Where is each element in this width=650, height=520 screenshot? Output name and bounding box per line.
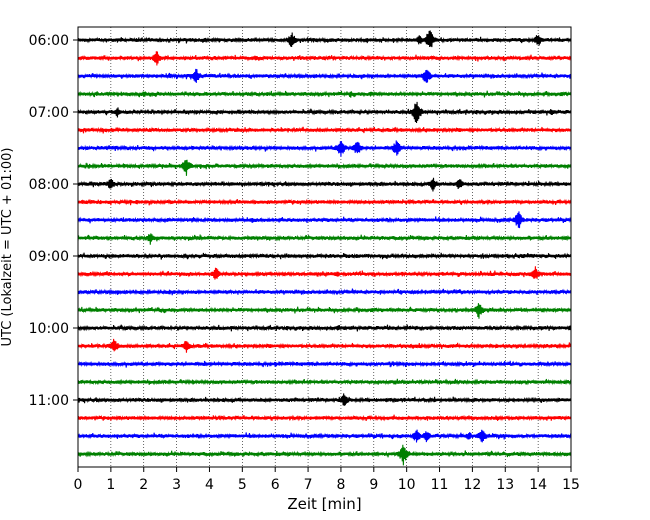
trace-1030 — [77, 360, 572, 368]
y-tick-label: 09:00 — [29, 249, 69, 265]
trace-1130 — [77, 429, 572, 443]
trace-1100 — [77, 393, 572, 406]
x-tick-label: 8 — [336, 477, 345, 493]
x-tick-label: 4 — [205, 477, 214, 493]
y-tick-label: 11:00 — [29, 393, 69, 409]
trace-0730 — [77, 140, 572, 157]
x-tick-label: 3 — [172, 477, 181, 493]
x-tick-label: 9 — [369, 477, 378, 493]
trace-0700 — [77, 101, 572, 124]
x-tick-label: 10 — [398, 477, 416, 493]
x-axis-label: Zeit [min] — [287, 495, 361, 513]
grid-lines — [110, 27, 539, 467]
trace-1145 — [77, 444, 572, 466]
x-tick-label: 13 — [496, 477, 514, 493]
trace-0830 — [77, 211, 572, 229]
trace-1000 — [77, 324, 572, 332]
x-tick-label: 7 — [304, 477, 313, 493]
traces — [77, 30, 572, 466]
plot-frame — [77, 26, 572, 468]
trace-0930 — [77, 288, 572, 296]
x-tick-label: 12 — [463, 477, 481, 493]
trace-0615 — [77, 51, 572, 66]
trace-0945 — [77, 303, 572, 319]
y-axis-ticks: 06:00 07:00 08:00 09:00 10:00 11:00 — [29, 33, 78, 409]
trace-0845 — [77, 233, 572, 245]
x-tick-label: 11 — [431, 477, 449, 493]
trace-0715 — [77, 126, 572, 134]
trace-1015 — [77, 338, 572, 353]
trace-0645 — [77, 90, 572, 98]
y-axis-label: UTC (Lokalzeit = UTC + 01:00) — [0, 148, 15, 347]
x-tick-label: 2 — [139, 477, 148, 493]
trace-0745 — [77, 159, 572, 176]
y-tick-label: 08:00 — [29, 177, 69, 193]
x-tick-label: 1 — [106, 477, 115, 493]
y-tick-label: 06:00 — [29, 33, 69, 49]
trace-0915 — [77, 266, 572, 280]
x-axis-ticks: 0 1 2 3 4 5 6 7 8 9 10 11 12 13 14 15 — [74, 467, 580, 493]
x-tick-label: 5 — [238, 477, 247, 493]
trace-0630 — [77, 68, 572, 83]
y-tick-label: 07:00 — [29, 105, 69, 121]
x-tick-label: 15 — [562, 477, 580, 493]
trace-0600 — [77, 30, 572, 48]
x-tick-label: 6 — [271, 477, 280, 493]
x-tick-label: 14 — [529, 477, 547, 493]
y-tick-label: 10:00 — [29, 321, 69, 337]
trace-0815 — [77, 198, 572, 206]
trace-1045 — [77, 378, 572, 386]
trace-1115 — [77, 414, 572, 422]
x-tick-label: 0 — [74, 477, 83, 493]
trace-0800 — [77, 177, 572, 192]
trace-0900 — [77, 252, 572, 260]
